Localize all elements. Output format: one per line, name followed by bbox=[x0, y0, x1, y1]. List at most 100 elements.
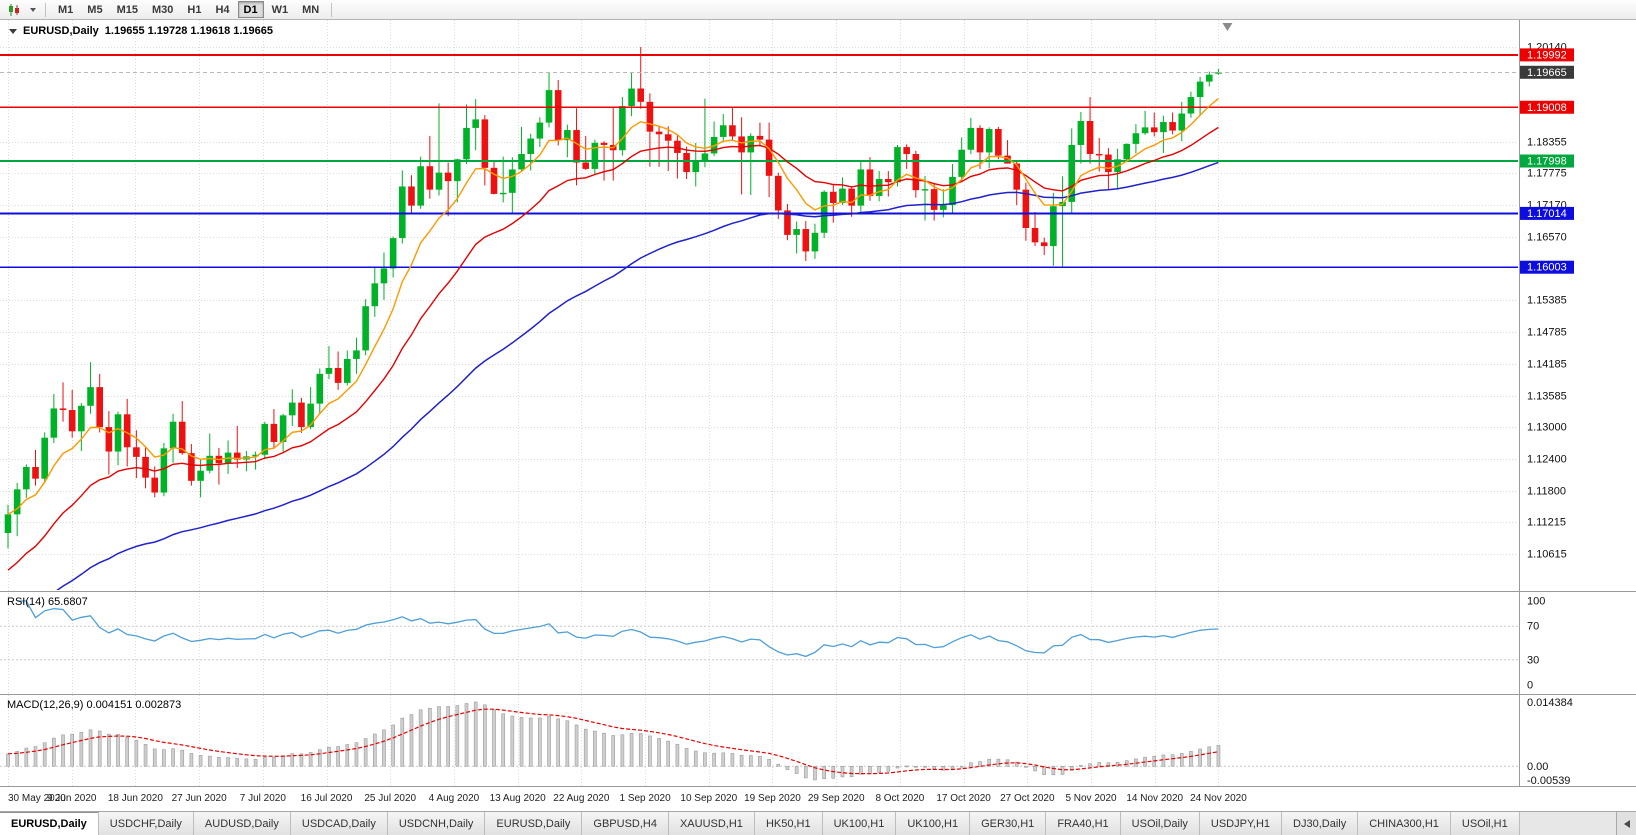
candle bbox=[151, 477, 159, 493]
chart-tab-ger30-h1[interactable]: GER30,H1 bbox=[970, 812, 1047, 835]
chart-tab-xauusd-h1[interactable]: XAUUSD,H1 bbox=[668, 812, 755, 835]
candle bbox=[105, 427, 113, 452]
candle bbox=[885, 179, 892, 183]
candle bbox=[59, 408, 67, 411]
chart-tab-uk100-h1[interactable]: UK100,H1 bbox=[896, 812, 971, 835]
svg-text:27 Oct 2020: 27 Oct 2020 bbox=[1000, 793, 1055, 804]
chart-tab-uk100-h1[interactable]: UK100,H1 bbox=[822, 812, 897, 835]
candle bbox=[756, 135, 764, 140]
candle bbox=[1178, 113, 1186, 131]
chart-tab-hk50-h1[interactable]: HK50,H1 bbox=[754, 812, 823, 835]
candle bbox=[32, 466, 39, 479]
candle bbox=[169, 421, 177, 449]
candle bbox=[820, 191, 828, 233]
chart-type-dropdown-button[interactable] bbox=[26, 1, 40, 19]
svg-text:1.10615: 1.10615 bbox=[1527, 549, 1567, 561]
candle bbox=[683, 152, 690, 173]
chart-tab-eurusd-daily[interactable]: EURUSD,Daily bbox=[485, 812, 583, 835]
candle bbox=[417, 166, 424, 206]
chart-tab-dj30-daily[interactable]: DJ30,Daily bbox=[1282, 812, 1359, 835]
chart-tab-usdjpy-h1[interactable]: USDJPY,H1 bbox=[1199, 812, 1283, 835]
candle bbox=[307, 403, 314, 428]
chart-tab-usdcnh-daily[interactable]: USDCNH,Daily bbox=[387, 812, 486, 835]
svg-text:1.12400: 1.12400 bbox=[1527, 454, 1567, 466]
rsi-line bbox=[17, 600, 1219, 658]
chart-grid bbox=[0, 20, 1518, 786]
candle bbox=[1141, 127, 1149, 134]
svg-text:9 Jun 2020: 9 Jun 2020 bbox=[47, 793, 97, 804]
chart-tab-fra40-h1[interactable]: FRA40,H1 bbox=[1046, 812, 1121, 835]
svg-text:1.11800: 1.11800 bbox=[1527, 485, 1566, 497]
candle bbox=[774, 175, 782, 211]
candle bbox=[343, 358, 351, 383]
chart-tab-usdchf-daily[interactable]: USDCHF,Daily bbox=[98, 812, 194, 835]
svg-text:1.18355: 1.18355 bbox=[1527, 137, 1567, 149]
timeframe-h1-button[interactable]: H1 bbox=[181, 1, 207, 18]
price-tag-1.19665: 1.19665 bbox=[1520, 65, 1574, 79]
candle bbox=[582, 162, 590, 169]
chart-tab-usdcad-daily[interactable]: USDCAD,Daily bbox=[290, 812, 388, 835]
chevron-down-icon bbox=[30, 7, 36, 12]
svg-text:14 Nov 2020: 14 Nov 2020 bbox=[1126, 793, 1183, 804]
svg-text:5 Nov 2020: 5 Nov 2020 bbox=[1065, 793, 1117, 804]
ma-slow-line bbox=[56, 161, 1219, 590]
timeframe-d1-button[interactable]: D1 bbox=[237, 1, 264, 18]
moving-averages bbox=[7, 98, 1219, 590]
chart-tab-audusd-daily[interactable]: AUDUSD,Daily bbox=[193, 812, 291, 835]
panel-separators[interactable] bbox=[0, 20, 1636, 787]
chart-canvas[interactable]: 1.201401.183551.177751.171701.165701.153… bbox=[0, 20, 1636, 811]
candle bbox=[1077, 120, 1085, 145]
chart-shift-marker[interactable] bbox=[1222, 23, 1233, 31]
svg-text:27 Jun 2020: 27 Jun 2020 bbox=[172, 793, 227, 804]
chart-tab-china300-h1[interactable]: CHINA300,H1 bbox=[1358, 812, 1451, 835]
timeframe-m30-button[interactable]: M30 bbox=[146, 1, 179, 18]
timeframe-w1-button[interactable]: W1 bbox=[266, 1, 295, 18]
chart-window[interactable]: 1.20140 1.18355 1.17775 1.17170 1.16570 1.153… bbox=[0, 20, 1636, 811]
svg-text:0.014384: 0.014384 bbox=[1527, 697, 1573, 709]
chart-tabs: EURUSD,Daily USDCHF,Daily AUDUSD,Daily USDC… bbox=[0, 812, 1520, 835]
candle bbox=[857, 169, 865, 206]
candle bbox=[719, 125, 727, 137]
candle bbox=[78, 405, 85, 432]
chart-tab-usoil-h1[interactable]: USOil,H1 bbox=[1450, 812, 1520, 835]
price-tag-1.17014: 1.17014 bbox=[1520, 206, 1574, 220]
candle bbox=[426, 166, 434, 190]
svg-text:4 Aug 2020: 4 Aug 2020 bbox=[429, 793, 480, 804]
svg-text:0: 0 bbox=[1527, 680, 1533, 692]
chart-tab-eurusd-daily[interactable]: EURUSD,Daily bbox=[0, 812, 99, 835]
chart-tab-gbpusd-h4[interactable]: GBPUSD,H4 bbox=[582, 812, 669, 835]
price-tag-1.19992: 1.19992 bbox=[1520, 48, 1574, 62]
candle bbox=[1004, 155, 1011, 164]
candle bbox=[591, 142, 599, 169]
svg-text:8 Oct 2020: 8 Oct 2020 bbox=[875, 793, 924, 804]
candle bbox=[68, 410, 76, 432]
chart-tab-usoil-daily[interactable]: USOil,Daily bbox=[1120, 812, 1200, 835]
chart-type-button[interactable] bbox=[3, 1, 26, 19]
candle bbox=[765, 139, 773, 176]
timeframe-m1-button[interactable]: M1 bbox=[52, 1, 79, 18]
price-tag-1.16003: 1.16003 bbox=[1520, 260, 1574, 274]
timeframe-m5-button[interactable]: M5 bbox=[81, 1, 108, 18]
timeframe-m15-button[interactable]: M15 bbox=[111, 1, 144, 18]
svg-text:70: 70 bbox=[1527, 621, 1539, 633]
candle bbox=[96, 387, 103, 428]
svg-text:16 Jul 2020: 16 Jul 2020 bbox=[301, 793, 353, 804]
candle bbox=[50, 408, 58, 438]
candle bbox=[41, 437, 48, 479]
candle bbox=[600, 142, 608, 145]
tab-scroll-left-button[interactable] bbox=[1616, 812, 1636, 835]
candle bbox=[454, 159, 461, 182]
svg-text:1.17014: 1.17014 bbox=[1527, 208, 1567, 220]
candle bbox=[1132, 133, 1140, 144]
candle bbox=[1050, 206, 1057, 247]
candle bbox=[985, 128, 993, 153]
svg-text:100: 100 bbox=[1527, 596, 1545, 608]
candle bbox=[1123, 143, 1131, 160]
timeframe-mn-button[interactable]: MN bbox=[296, 1, 325, 18]
svg-text:1.14185: 1.14185 bbox=[1527, 358, 1567, 370]
timeframe-toolbar: M1 M5 M15 M30 H1 H4 D1 W1 MN bbox=[0, 0, 1636, 20]
candle bbox=[490, 167, 498, 194]
candle bbox=[1068, 144, 1076, 202]
timeframe-h4-button[interactable]: H4 bbox=[209, 1, 235, 18]
candle bbox=[784, 210, 791, 235]
